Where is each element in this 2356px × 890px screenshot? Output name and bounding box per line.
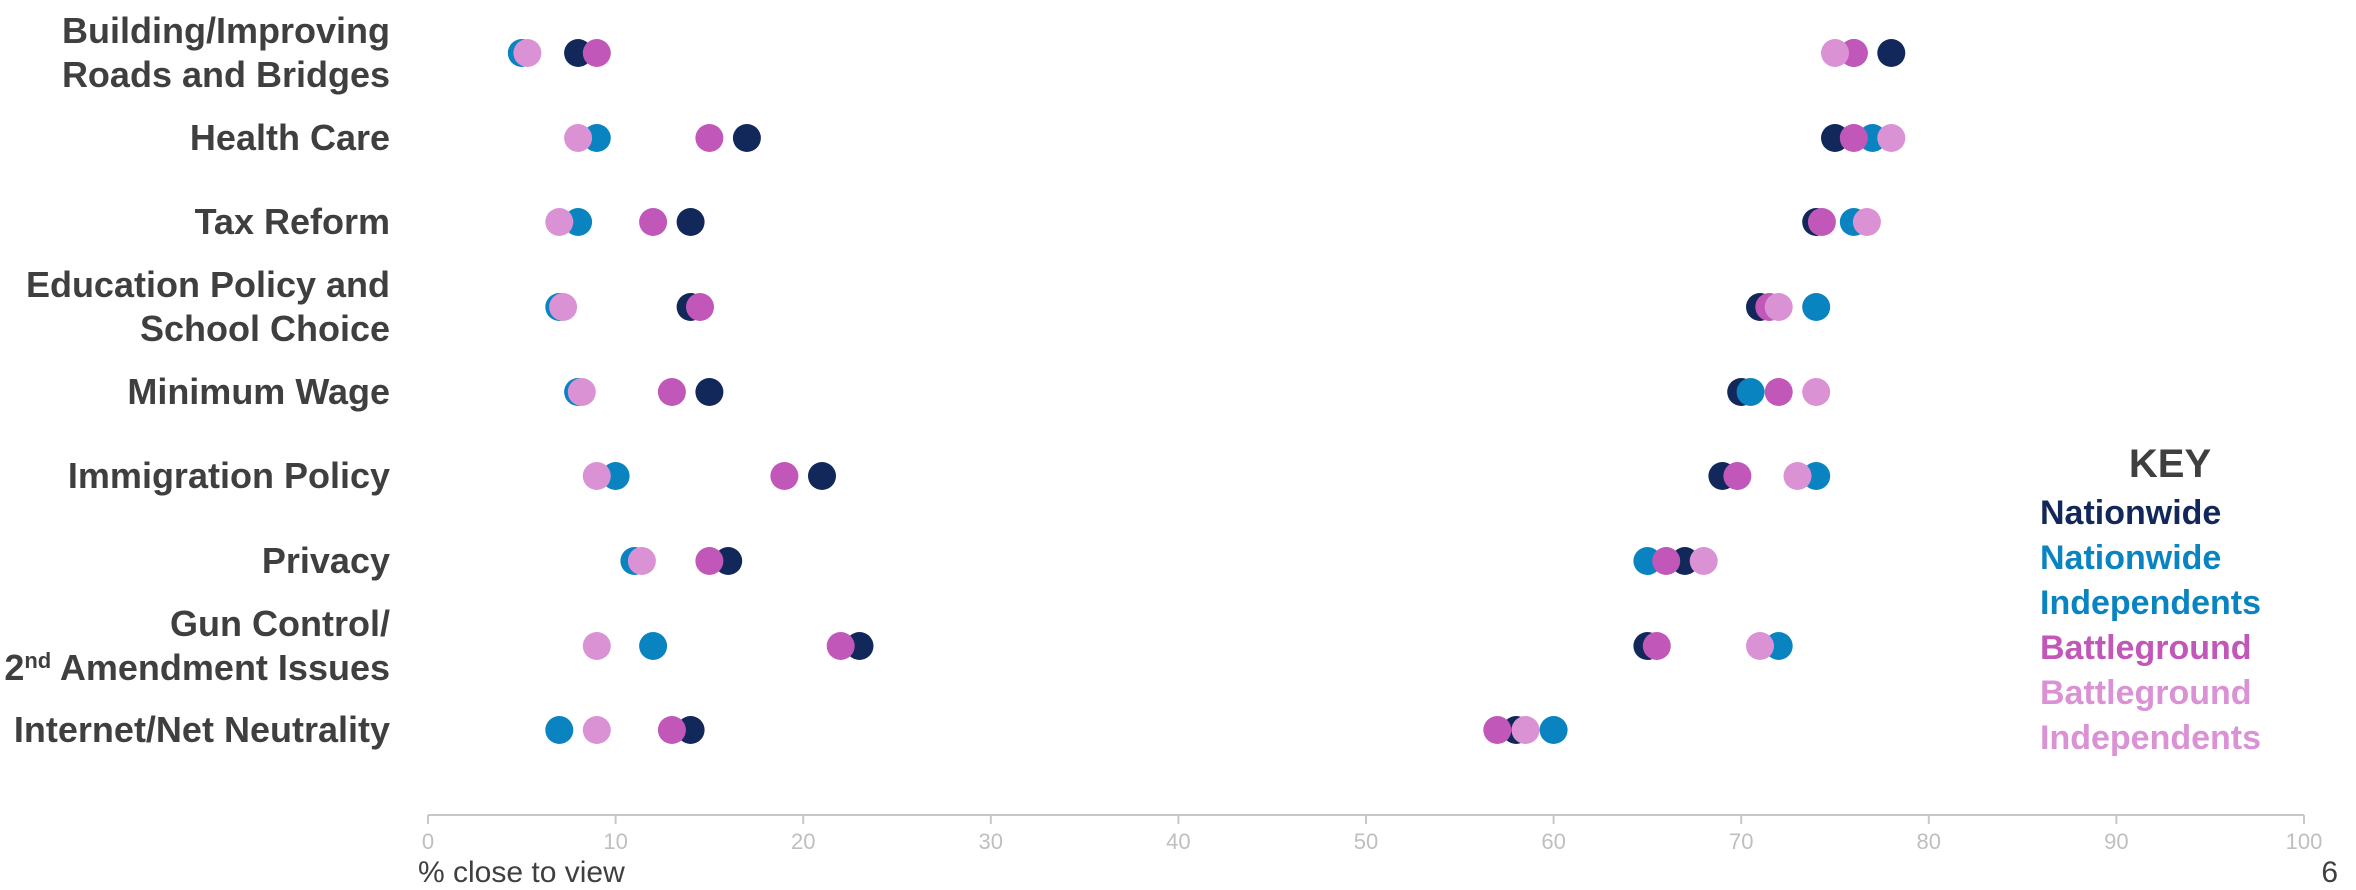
dot-nationwide-health-care-left: [732, 124, 761, 152]
dot-battleground-health-care-left: [695, 124, 724, 152]
dot-nationwide-independents-gun-control-2nd-amendment-issues-left: [639, 632, 668, 660]
dot-battleground-independents-minimum-wage-left: [567, 378, 596, 406]
x-tick-label: 10: [603, 829, 627, 854]
dot-battleground-independents-building-improving-roads-and-bridges-left: [513, 39, 542, 67]
category-label-education-policy-and-school-choice: Education Policy and School Choice: [26, 264, 390, 349]
category-labels: Building/Improving Roads and Bridges Healt…: [4, 10, 390, 750]
dot-battleground-independents-internet-net-neutrality-left: [582, 716, 611, 744]
category-label-immigration-policy: Immigration Policy: [68, 455, 390, 496]
dot-battleground-internet-net-neutrality-right: [1483, 716, 1512, 744]
x-tick-label: 90: [2104, 829, 2128, 854]
x-tick-label: 30: [979, 829, 1003, 854]
dot-nationwide-building-improving-roads-and-bridges-right: [1877, 39, 1906, 67]
dot-battleground-independents-minimum-wage-right: [1802, 378, 1831, 406]
category-label-health-care: Health Care: [190, 117, 390, 158]
legend-item-nationwide-independents: Nationwide Independents: [2040, 539, 2262, 622]
dot-battleground-independents-building-improving-roads-and-bridges-right: [1821, 39, 1849, 67]
page-number: 6: [2321, 856, 2338, 889]
dot-battleground-independents-tax-reform-left: [545, 208, 574, 236]
x-tick-label: 20: [791, 829, 815, 854]
dot-battleground-independents-immigration-policy-right: [1783, 462, 1812, 490]
dot-battleground-privacy-right: [1652, 547, 1681, 575]
x-tick-label: 60: [1541, 829, 1565, 854]
x-axis-title: % close to view: [418, 856, 625, 889]
category-label-privacy: Privacy: [262, 540, 390, 581]
dot-battleground-independents-privacy-right: [1689, 547, 1718, 575]
data-points: [507, 39, 1906, 744]
x-tick-label: 0: [422, 829, 434, 854]
dot-nationwide-tax-reform-left: [676, 208, 705, 236]
dot-battleground-privacy-left: [695, 547, 724, 575]
dot-battleground-building-improving-roads-and-bridges-left: [582, 39, 611, 67]
legend-title: KEY: [2128, 442, 2212, 486]
category-label-tax-reform: Tax Reform: [195, 201, 390, 242]
dot-battleground-independents-health-care-right: [1877, 124, 1906, 152]
x-tick-label: 50: [1354, 829, 1378, 854]
dot-battleground-minimum-wage-right: [1764, 378, 1793, 406]
dot-nationwide-independents-minimum-wage-right: [1736, 378, 1765, 406]
dot-battleground-immigration-policy-left: [770, 462, 799, 490]
dot-nationwide-independents-internet-net-neutrality-right: [1539, 716, 1568, 744]
x-tick-label: 40: [1166, 829, 1190, 854]
dot-battleground-health-care-right: [1839, 124, 1868, 152]
legend: KEY Nationwide Nationwide Independents B…: [2040, 442, 2300, 761]
x-tick-label: 70: [1729, 829, 1753, 854]
category-label-building-improving-roads-and-bridges: Building/Improving Roads and Bridges: [62, 10, 390, 95]
dot-battleground-independents-immigration-policy-left: [582, 462, 611, 490]
dot-battleground-independents-gun-control-2nd-amendment-issues-right: [1746, 632, 1774, 660]
dot-battleground-independents-tax-reform-right: [1852, 208, 1881, 236]
dot-nationwide-independents-education-policy-and-school-choice-right: [1802, 293, 1831, 321]
legend-item-battleground: Battleground: [2040, 629, 2252, 667]
dot-battleground-immigration-policy-right: [1723, 462, 1752, 490]
category-label-minimum-wage: Minimum Wage: [127, 371, 390, 412]
dot-battleground-internet-net-neutrality-left: [657, 716, 686, 744]
dot-battleground-independents-gun-control-2nd-amendment-issues-left: [582, 632, 611, 660]
dot-battleground-independents-education-policy-and-school-choice-right: [1764, 293, 1793, 321]
dot-battleground-independents-internet-net-neutrality-right: [1511, 716, 1540, 744]
dot-nationwide-independents-internet-net-neutrality-left: [545, 716, 574, 744]
x-tick-label: 100: [2286, 829, 2323, 854]
x-tick-label: 80: [1917, 829, 1941, 854]
dot-battleground-independents-education-policy-and-school-choice-left: [549, 293, 578, 321]
dot-battleground-education-policy-and-school-choice-left: [686, 293, 714, 321]
category-label-internet-net-neutrality: Internet/Net Neutrality: [14, 709, 390, 750]
dot-battleground-tax-reform-right: [1807, 208, 1836, 236]
legend-item-nationwide: Nationwide: [2040, 494, 2222, 532]
dot-battleground-independents-health-care-left: [564, 124, 593, 152]
dot-battleground-tax-reform-left: [639, 208, 668, 236]
dot-battleground-gun-control-2nd-amendment-issues-right: [1642, 632, 1671, 660]
x-axis: 0 10 20 30 40 50 60 70 80 90 100: [422, 814, 2323, 854]
dot-battleground-independents-privacy-left: [627, 547, 656, 575]
dot-nationwide-immigration-policy-left: [808, 462, 836, 490]
dot-battleground-gun-control-2nd-amendment-issues-left: [826, 632, 855, 660]
dot-battleground-minimum-wage-left: [657, 378, 686, 406]
dot-nationwide-minimum-wage-left: [695, 378, 724, 406]
category-label-gun-control-2nd-amendment-issues: Gun Control/2nd Amendment Issues: [4, 603, 390, 688]
legend-item-battleground-independents: Battleground Independents: [2040, 674, 2262, 757]
